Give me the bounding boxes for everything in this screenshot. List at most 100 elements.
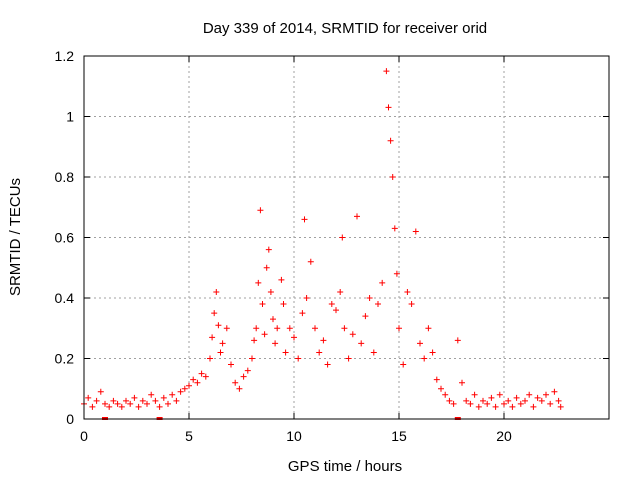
data-point: [408, 301, 415, 308]
data-point: [421, 355, 428, 362]
y-axis-title: SRMTID / TECUs: [7, 178, 24, 296]
data-point: [280, 301, 287, 308]
data-point: [102, 400, 108, 407]
data-point: [259, 301, 266, 308]
y-tick-label: 0.4: [55, 290, 75, 306]
data-point: [267, 288, 274, 295]
data-point: [557, 403, 564, 410]
data-point: [339, 234, 346, 241]
data-point: [295, 355, 302, 362]
data-points: [81, 68, 564, 420]
data-point: [114, 400, 121, 407]
data-point: [396, 325, 402, 332]
data-point: [505, 397, 512, 404]
data-point: [165, 400, 171, 407]
data-point: [278, 276, 285, 283]
data-point: [354, 213, 360, 220]
data-point: [217, 349, 224, 356]
data-point: [228, 361, 234, 368]
data-point: [316, 349, 323, 356]
data-point: [379, 279, 386, 286]
data-point: [509, 403, 516, 410]
data-point: [438, 385, 444, 392]
data-point: [261, 331, 268, 338]
data-point: [375, 301, 381, 308]
x-axis-title: GPS time / hours: [288, 458, 402, 475]
plot-frame: [83, 55, 610, 420]
data-point: [459, 379, 465, 386]
data-point: [244, 367, 251, 374]
data-point: [324, 361, 331, 368]
data-point: [274, 325, 281, 332]
data-point: [236, 385, 243, 392]
data-point: [555, 397, 562, 404]
y-tick-label: 0.6: [55, 230, 75, 246]
data-point: [412, 228, 419, 235]
data-point: [358, 340, 365, 347]
data-point: [255, 279, 262, 286]
data-point: [337, 288, 344, 295]
data-point: [286, 325, 293, 332]
data-point: [213, 288, 220, 295]
data-point: [263, 264, 270, 271]
data-point: [257, 207, 264, 214]
data-point: [118, 403, 125, 410]
data-point: [429, 349, 436, 356]
data-point: [144, 400, 150, 407]
data-point: [526, 391, 533, 398]
data-point: [484, 400, 491, 407]
data-point: [211, 310, 218, 317]
data-point: [232, 379, 239, 386]
data-point: [385, 104, 392, 111]
data-point: [383, 68, 390, 75]
x-tick-label: 5: [185, 428, 193, 444]
data-point: [345, 355, 352, 362]
data-point: [496, 391, 503, 398]
data-point: [404, 288, 411, 295]
data-point: [139, 397, 146, 404]
data-point: [517, 400, 524, 407]
tick-labels: 0 5 10 15 20 0 0.2 0.4 0.6 0.8 1 1.2: [55, 48, 512, 444]
data-point: [543, 391, 549, 398]
data-point: [202, 373, 209, 380]
data-point: [127, 400, 134, 407]
data-point: [186, 382, 192, 389]
data-point: [299, 310, 306, 317]
y-tick-label: 0.8: [55, 169, 75, 185]
data-point: [169, 391, 176, 398]
data-point: [209, 334, 216, 341]
data-point: [215, 322, 222, 329]
data-point: [312, 325, 318, 332]
data-point: [417, 340, 423, 347]
data-point: [341, 325, 348, 332]
data-point: [370, 349, 377, 356]
data-point: [547, 400, 554, 407]
data-point: [152, 397, 159, 404]
data-point: [251, 337, 258, 344]
data-point: [156, 403, 163, 410]
data-point: [391, 225, 398, 232]
x-tick-label: 0: [80, 428, 88, 444]
data-point: [454, 337, 461, 344]
data-point: [471, 391, 478, 398]
data-point: [177, 388, 184, 395]
data-point: [488, 394, 495, 401]
data-point: [303, 295, 310, 301]
y-tick-label: 1.2: [55, 48, 75, 64]
data-point: [501, 400, 507, 407]
data-point: [534, 394, 541, 401]
data-point: [307, 258, 314, 265]
data-point: [181, 385, 188, 392]
data-point: [253, 325, 260, 332]
data-point: [320, 337, 327, 344]
data-point: [450, 400, 457, 407]
chart-title: Day 339 of 2014, SRMTID for receiver ori…: [203, 20, 487, 37]
data-point: [110, 397, 117, 404]
y-tick-label: 0.2: [55, 351, 75, 367]
data-point: [389, 174, 396, 180]
data-point: [223, 325, 230, 332]
data-point: [198, 370, 205, 377]
data-point: [173, 397, 180, 404]
data-point: [349, 331, 356, 338]
